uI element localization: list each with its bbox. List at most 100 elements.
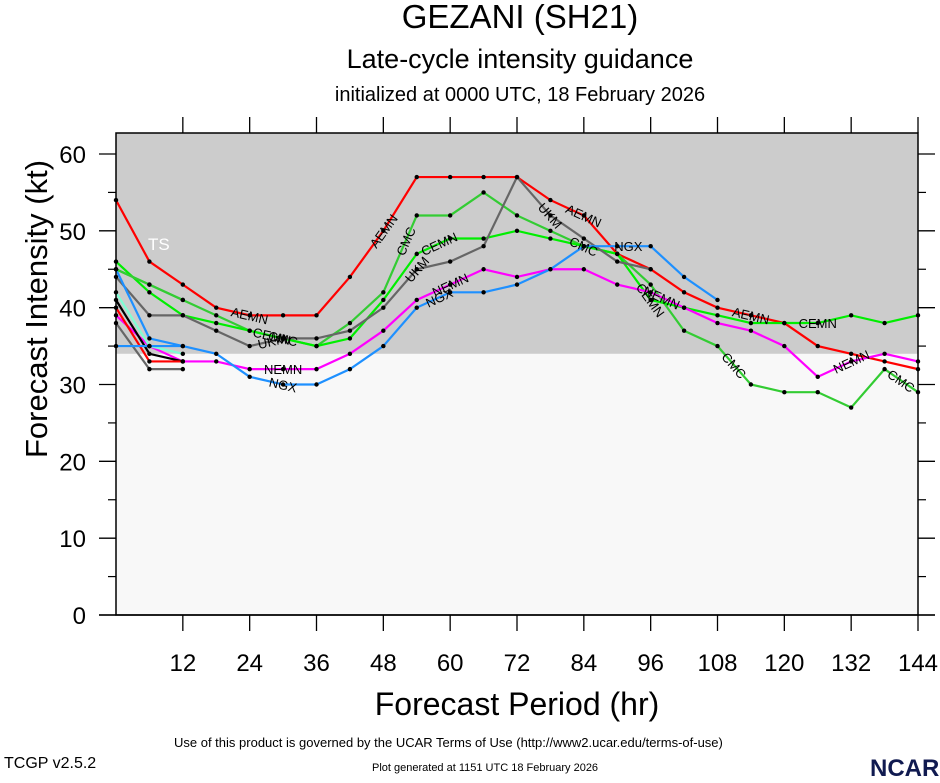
data-point [247, 328, 252, 333]
data-point [147, 290, 152, 295]
y-tick-label: 10 [59, 526, 86, 553]
data-point [514, 228, 520, 234]
data-point [447, 282, 453, 287]
data-point [214, 320, 219, 326]
data-point [548, 267, 553, 272]
data-point [548, 228, 553, 234]
data-point [314, 336, 319, 341]
init-time: initialized at 0000 UTC, 18 February 202… [334, 84, 706, 106]
data-point [581, 236, 587, 241]
data-point [481, 267, 486, 272]
data-point [347, 328, 353, 333]
data-point [180, 343, 186, 349]
data-point [681, 305, 687, 310]
data-point [247, 313, 252, 318]
data-point [548, 236, 553, 241]
data-point [882, 320, 887, 326]
data-point [314, 343, 319, 349]
data-point [280, 313, 286, 318]
data-point [247, 366, 252, 372]
data-point [681, 290, 687, 295]
series-label-nemn: NEMN [264, 362, 302, 377]
x-tick-label: 120 [764, 650, 804, 677]
terms-of-use: Use of this product is governed by the U… [174, 735, 723, 750]
data-point [180, 366, 186, 372]
data-point [180, 359, 186, 364]
data-point [615, 259, 620, 264]
x-tick-label: 12 [169, 650, 196, 677]
data-point [247, 343, 252, 349]
data-point [648, 267, 653, 272]
x-tick-label: 36 [303, 650, 330, 677]
data-point [381, 305, 386, 310]
data-point [180, 297, 186, 303]
y-axis-label: Forecast Intensity (kt) [19, 159, 54, 458]
data-point [447, 174, 453, 180]
y-tick-label: 0 [73, 603, 86, 630]
data-point [715, 313, 720, 318]
data-point [381, 290, 386, 295]
data-point [615, 282, 620, 287]
y-tick-label: 20 [59, 449, 86, 476]
data-point [214, 359, 219, 364]
data-point [748, 328, 754, 333]
series-label-ngx: NGX [614, 239, 643, 254]
data-point [514, 274, 520, 280]
data-point [481, 244, 486, 249]
data-point [681, 328, 687, 333]
data-point [314, 313, 319, 318]
data-point [882, 359, 887, 364]
data-point [882, 366, 887, 372]
data-point [615, 251, 620, 257]
data-point [381, 297, 386, 303]
data-point [715, 305, 720, 310]
data-point [748, 382, 754, 387]
data-point [447, 290, 453, 295]
data-point [347, 351, 353, 356]
data-point [681, 274, 687, 280]
data-point [147, 351, 152, 356]
data-point [648, 282, 653, 287]
data-point [848, 351, 854, 356]
ncar-logo: NCAR [870, 755, 940, 782]
data-point [414, 251, 419, 257]
data-point [815, 320, 820, 326]
data-point [180, 313, 186, 318]
x-tick-label: 24 [236, 650, 263, 677]
data-point [147, 336, 152, 341]
data-point [147, 359, 152, 364]
data-point [748, 320, 754, 326]
data-point [715, 297, 720, 303]
x-tick-label: 84 [570, 650, 597, 677]
data-point [581, 244, 587, 249]
data-point [481, 290, 486, 295]
generated-time: Plot generated at 1151 UTC 18 February 2… [372, 762, 599, 774]
y-tick-label: 50 [59, 219, 86, 246]
chart-subtitle: Late-cycle intensity guidance [346, 44, 694, 74]
data-point [347, 336, 353, 341]
data-point [347, 366, 353, 372]
data-point [481, 190, 486, 195]
x-tick-label: 60 [437, 650, 464, 677]
data-point [214, 328, 219, 333]
data-point [782, 320, 787, 326]
data-point [715, 343, 720, 349]
series-label-cemn: CEMN [799, 316, 837, 331]
x-tick-label: 72 [504, 650, 531, 677]
series-label-ngx: NGX [268, 375, 299, 396]
data-point [481, 174, 486, 180]
y-tick-label: 60 [59, 142, 86, 169]
plot-background: TS [116, 133, 918, 615]
x-tick-label: 48 [370, 650, 397, 677]
data-point [848, 405, 854, 410]
data-point [381, 228, 386, 234]
data-point [147, 343, 152, 349]
data-point [581, 213, 587, 218]
data-point [214, 313, 219, 318]
data-point [815, 343, 820, 349]
data-point [581, 267, 587, 272]
x-axis-label: Forecast Period (hr) [374, 686, 660, 722]
data-point [447, 236, 453, 241]
x-tick-label: 132 [831, 650, 871, 677]
data-point [648, 297, 653, 303]
